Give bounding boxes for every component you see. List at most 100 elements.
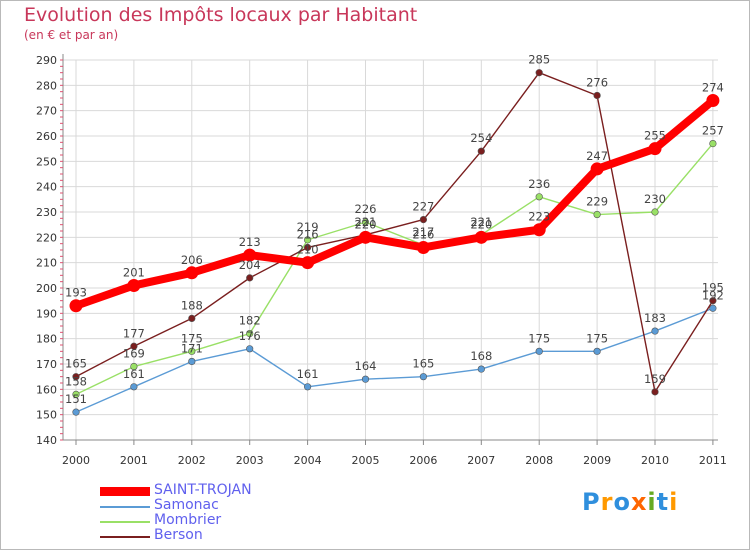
data-point-saint-trojan-2011 xyxy=(706,94,720,108)
data-point-mombrier-2002 xyxy=(188,347,196,355)
logo-letter: x xyxy=(630,488,648,516)
y-tick-label-240: 240 xyxy=(36,181,57,194)
y-tick-label-180: 180 xyxy=(36,333,57,346)
data-label-saint-trojan-2006: 216 xyxy=(412,227,434,241)
y-tick-label-270: 270 xyxy=(36,105,57,118)
data-point-samonac-2003 xyxy=(246,345,254,353)
x-tick-label-2011: 2011 xyxy=(699,454,727,467)
data-point-saint-trojan-2007 xyxy=(474,230,488,244)
y-tick-label-210: 210 xyxy=(36,257,57,270)
data-label-berson-2009: 276 xyxy=(586,75,608,89)
x-tick-label-2007: 2007 xyxy=(467,454,495,467)
data-label-saint-trojan-2000: 193 xyxy=(65,286,87,300)
series-line-samonac xyxy=(75,307,714,413)
data-point-saint-trojan-2005 xyxy=(359,230,372,244)
data-point-mombrier-2003 xyxy=(246,330,254,338)
data-point-mombrier-2008 xyxy=(535,193,543,201)
data-label-saint-trojan-2011: 274 xyxy=(702,81,724,95)
data-point-saint-trojan-2003 xyxy=(243,248,257,262)
data-label-mombrier-2004: 219 xyxy=(297,220,319,234)
y-tick-label-260: 260 xyxy=(36,130,57,143)
data-label-samonac-2007: 168 xyxy=(470,349,492,363)
data-label-samonac-2010: 183 xyxy=(644,311,666,325)
logo-letter: t xyxy=(656,488,670,516)
data-label-saint-trojan-2008: 223 xyxy=(528,210,550,224)
x-tick-label-2000: 2000 xyxy=(62,454,90,467)
data-label-mombrier-2006: 217 xyxy=(412,225,434,239)
data-point-samonac-2009 xyxy=(593,347,601,355)
data-label-berson-2003: 204 xyxy=(239,258,261,272)
data-point-berson-2009 xyxy=(593,91,601,100)
data-point-saint-trojan-2004 xyxy=(301,256,315,270)
x-tick-label-2005: 2005 xyxy=(352,454,380,467)
data-point-berson-2006 xyxy=(419,216,428,224)
y-tick-label-220: 220 xyxy=(36,231,57,244)
data-point-samonac-2007 xyxy=(477,365,485,373)
data-point-samonac-2004 xyxy=(304,383,312,391)
legend-label-berson: Berson xyxy=(154,527,203,543)
data-label-samonac-2001: 161 xyxy=(123,367,145,381)
data-label-berson-2006: 227 xyxy=(412,200,434,214)
data-label-samonac-2008: 175 xyxy=(528,331,550,345)
data-label-berson-2004: 216 xyxy=(297,227,319,241)
x-tick-label-2010: 2010 xyxy=(641,454,669,467)
data-point-saint-trojan-2006 xyxy=(416,240,430,254)
series-line-saint-trojan xyxy=(72,96,717,310)
data-label-mombrier-2005: 226 xyxy=(355,202,377,216)
series-line-mombrier xyxy=(75,142,714,396)
data-label-samonac-2002: 171 xyxy=(181,341,203,355)
data-label-mombrier-2011: 257 xyxy=(702,124,724,138)
y-tick-label-250: 250 xyxy=(36,155,57,168)
y-tick-label-150: 150 xyxy=(36,409,57,422)
data-point-samonac-2001 xyxy=(130,383,138,391)
data-point-berson-2008 xyxy=(535,69,543,77)
data-label-berson-2011: 195 xyxy=(702,281,724,295)
data-point-samonac-2010 xyxy=(651,327,659,335)
x-tick-label-2009: 2009 xyxy=(583,454,611,467)
data-label-saint-trojan-2009: 247 xyxy=(586,149,608,163)
data-label-saint-trojan-2001: 201 xyxy=(123,265,145,279)
data-label-mombrier-2003: 182 xyxy=(239,314,261,328)
data-point-berson-2011 xyxy=(709,297,717,305)
chart-title: Evolution des Impôts locaux par Habitant xyxy=(24,4,418,26)
y-tick-label-200: 200 xyxy=(36,282,57,295)
data-label-berson-2002: 188 xyxy=(181,298,203,312)
logo-letter: P xyxy=(582,488,601,516)
logo-letter: r xyxy=(600,488,614,516)
legend-swatch-berson xyxy=(100,536,150,538)
y-tick-label-230: 230 xyxy=(36,206,57,219)
y-tick-label-190: 190 xyxy=(36,307,57,320)
legend-label-mombrier: Mombrier xyxy=(154,512,222,528)
data-point-samonac-2002 xyxy=(188,357,196,366)
data-point-samonac-2011 xyxy=(709,304,717,312)
data-point-samonac-2005 xyxy=(361,375,370,383)
data-point-berson-2010 xyxy=(651,388,659,396)
data-point-berson-2004 xyxy=(304,243,312,252)
logo-letter: i xyxy=(669,488,679,516)
data-label-mombrier-2008: 236 xyxy=(528,177,550,191)
data-point-saint-trojan-2002 xyxy=(185,266,199,280)
data-point-berson-2007 xyxy=(477,147,485,155)
data-point-saint-trojan-2001 xyxy=(127,278,141,292)
legend-swatch-saint-trojan xyxy=(100,487,150,496)
data-label-berson-2008: 285 xyxy=(528,53,550,67)
data-point-samonac-2008 xyxy=(535,347,543,355)
data-point-berson-2000 xyxy=(72,373,80,381)
data-label-samonac-2000: 151 xyxy=(65,392,87,406)
data-point-saint-trojan-2010 xyxy=(648,142,662,156)
data-label-mombrier-2001: 169 xyxy=(123,347,145,361)
data-label-saint-trojan-2002: 206 xyxy=(181,253,203,267)
y-tick-label-290: 290 xyxy=(36,54,57,67)
legend-swatch-samonac xyxy=(100,506,150,508)
data-point-mombrier-2010 xyxy=(651,208,659,216)
data-label-mombrier-2000: 158 xyxy=(65,374,87,388)
data-label-saint-trojan-2004: 210 xyxy=(297,243,319,257)
data-label-saint-trojan-2007: 220 xyxy=(470,217,492,231)
data-label-mombrier-2010: 230 xyxy=(644,192,666,206)
data-label-berson-2010: 159 xyxy=(644,372,666,386)
data-point-mombrier-2000 xyxy=(72,390,80,399)
chart-subtitle: (en € et par an) xyxy=(24,28,119,42)
data-label-berson-2000: 165 xyxy=(65,357,87,371)
